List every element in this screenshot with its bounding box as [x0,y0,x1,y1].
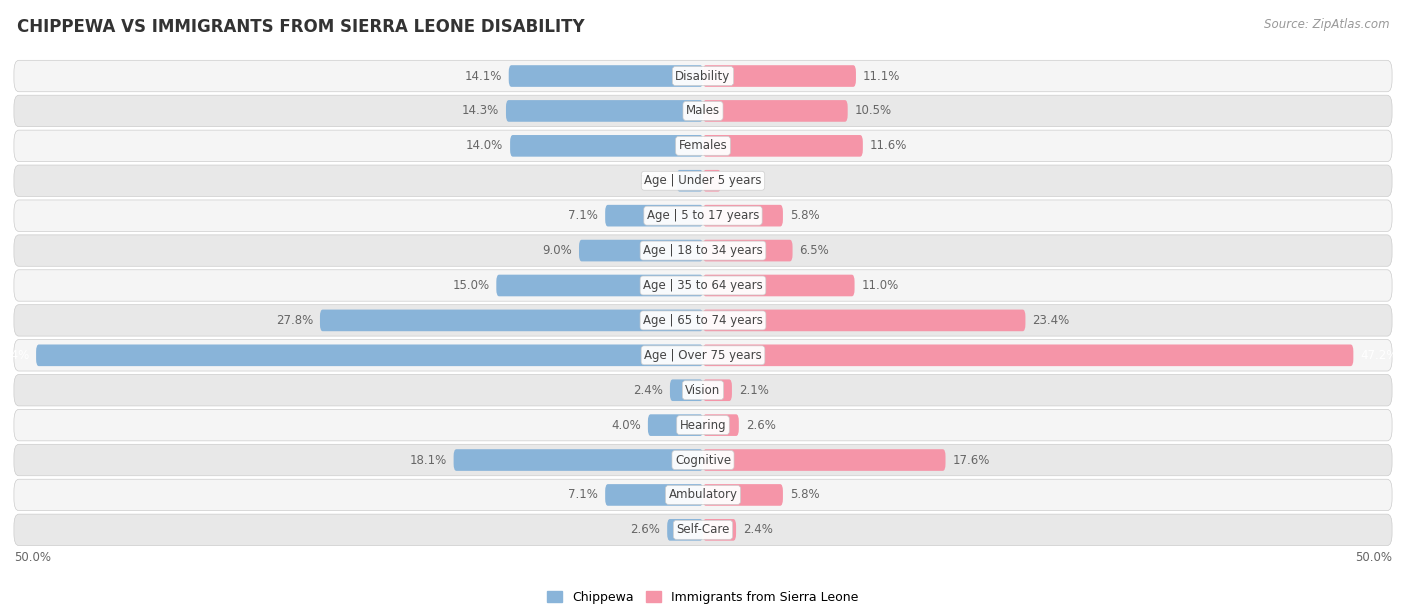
FancyBboxPatch shape [14,340,1392,371]
Text: 11.0%: 11.0% [862,279,898,292]
FancyBboxPatch shape [506,100,703,122]
FancyBboxPatch shape [454,449,703,471]
FancyBboxPatch shape [14,95,1392,127]
Text: Disability: Disability [675,70,731,83]
FancyBboxPatch shape [703,484,783,506]
Text: Vision: Vision [685,384,721,397]
FancyBboxPatch shape [668,519,703,540]
Text: Age | Under 5 years: Age | Under 5 years [644,174,762,187]
FancyBboxPatch shape [703,205,783,226]
Text: Self-Care: Self-Care [676,523,730,536]
Text: Source: ZipAtlas.com: Source: ZipAtlas.com [1264,18,1389,31]
FancyBboxPatch shape [703,519,737,540]
FancyBboxPatch shape [14,305,1392,336]
FancyBboxPatch shape [648,414,703,436]
FancyBboxPatch shape [14,235,1392,266]
FancyBboxPatch shape [14,479,1392,510]
Text: 11.1%: 11.1% [863,70,900,83]
Text: Hearing: Hearing [679,419,727,431]
Text: 47.2%: 47.2% [1360,349,1398,362]
FancyBboxPatch shape [703,379,733,401]
Text: 2.6%: 2.6% [745,419,776,431]
Legend: Chippewa, Immigrants from Sierra Leone: Chippewa, Immigrants from Sierra Leone [543,586,863,609]
FancyBboxPatch shape [703,275,855,296]
FancyBboxPatch shape [703,345,1354,366]
FancyBboxPatch shape [676,170,703,192]
FancyBboxPatch shape [703,65,856,87]
Text: Age | 18 to 34 years: Age | 18 to 34 years [643,244,763,257]
FancyBboxPatch shape [14,375,1392,406]
FancyBboxPatch shape [703,414,738,436]
Text: 2.4%: 2.4% [633,384,664,397]
FancyBboxPatch shape [510,135,703,157]
FancyBboxPatch shape [605,205,703,226]
Text: 2.1%: 2.1% [738,384,769,397]
FancyBboxPatch shape [14,514,1392,545]
Text: 9.0%: 9.0% [543,244,572,257]
FancyBboxPatch shape [14,130,1392,162]
FancyBboxPatch shape [14,270,1392,301]
Text: 10.5%: 10.5% [855,105,891,118]
Text: 14.1%: 14.1% [464,70,502,83]
Text: 14.0%: 14.0% [465,140,503,152]
Text: 50.0%: 50.0% [1355,551,1392,564]
Text: Age | 35 to 64 years: Age | 35 to 64 years [643,279,763,292]
FancyBboxPatch shape [703,310,1025,331]
FancyBboxPatch shape [37,345,703,366]
FancyBboxPatch shape [14,61,1392,92]
FancyBboxPatch shape [14,165,1392,196]
Text: 17.6%: 17.6% [952,453,990,466]
FancyBboxPatch shape [509,65,703,87]
Text: Females: Females [679,140,727,152]
Text: Ambulatory: Ambulatory [668,488,738,501]
Text: 2.6%: 2.6% [630,523,661,536]
FancyBboxPatch shape [669,379,703,401]
Text: CHIPPEWA VS IMMIGRANTS FROM SIERRA LEONE DISABILITY: CHIPPEWA VS IMMIGRANTS FROM SIERRA LEONE… [17,18,585,36]
Text: 23.4%: 23.4% [1032,314,1070,327]
Text: 1.9%: 1.9% [640,174,669,187]
Text: 7.1%: 7.1% [568,488,599,501]
Text: 1.3%: 1.3% [728,174,758,187]
Text: 6.5%: 6.5% [800,244,830,257]
Text: 14.3%: 14.3% [461,105,499,118]
FancyBboxPatch shape [14,200,1392,231]
FancyBboxPatch shape [703,100,848,122]
Text: Age | Over 75 years: Age | Over 75 years [644,349,762,362]
Text: 5.8%: 5.8% [790,488,820,501]
Text: 50.0%: 50.0% [14,551,51,564]
FancyBboxPatch shape [703,449,945,471]
Text: 4.0%: 4.0% [612,419,641,431]
FancyBboxPatch shape [321,310,703,331]
FancyBboxPatch shape [703,135,863,157]
Text: Age | 5 to 17 years: Age | 5 to 17 years [647,209,759,222]
Text: 18.1%: 18.1% [409,453,447,466]
Text: 11.6%: 11.6% [870,140,907,152]
FancyBboxPatch shape [703,240,793,261]
Text: 2.4%: 2.4% [742,523,773,536]
FancyBboxPatch shape [605,484,703,506]
FancyBboxPatch shape [496,275,703,296]
Text: 15.0%: 15.0% [453,279,489,292]
FancyBboxPatch shape [579,240,703,261]
FancyBboxPatch shape [14,444,1392,476]
Text: 48.4%: 48.4% [0,349,30,362]
Text: 5.8%: 5.8% [790,209,820,222]
Text: 27.8%: 27.8% [276,314,314,327]
Text: Age | 65 to 74 years: Age | 65 to 74 years [643,314,763,327]
FancyBboxPatch shape [703,170,721,192]
Text: Males: Males [686,105,720,118]
Text: 7.1%: 7.1% [568,209,599,222]
Text: Cognitive: Cognitive [675,453,731,466]
FancyBboxPatch shape [14,409,1392,441]
